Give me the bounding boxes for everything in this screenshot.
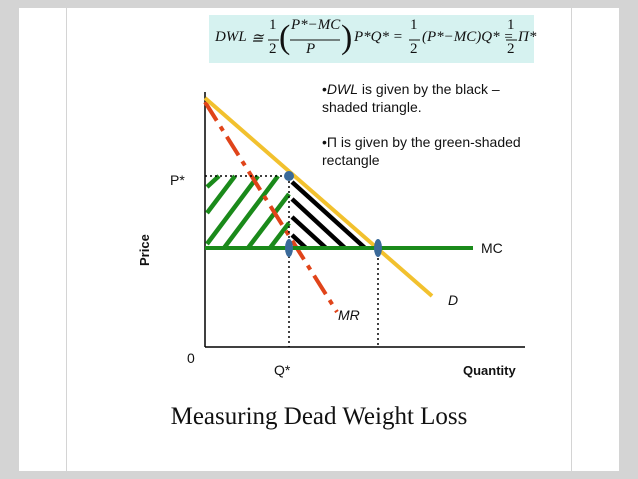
slide-border-right bbox=[619, 0, 638, 479]
dwl-note-italic: DWL bbox=[326, 81, 359, 97]
formula-frac-den: P bbox=[306, 41, 316, 57]
y-axis-label: Price bbox=[137, 234, 152, 266]
slide-border-left bbox=[0, 0, 19, 479]
dwl-note-bullet: • bbox=[322, 81, 327, 97]
formula-half3-num: 1 bbox=[507, 17, 515, 33]
origin-label: 0 bbox=[187, 350, 195, 366]
slide-border-bottom bbox=[0, 471, 638, 479]
profit-note-text: Π is given by the green-shaded rectangle bbox=[322, 134, 521, 168]
mc-q-star-marker bbox=[285, 239, 293, 257]
slide-guide-left bbox=[66, 0, 67, 479]
mr-curve bbox=[203, 100, 339, 314]
dwl-formula: DWL ≅ 1 2 ( P*−MC P ) P*Q* = 1 2 (P*−MC)… bbox=[209, 15, 537, 63]
slide-title: Measuring Dead Weight Loss bbox=[170, 403, 468, 430]
mr-label: MR bbox=[338, 307, 360, 323]
formula-frac-num: P*−MC bbox=[291, 17, 341, 33]
p-star-label: P* bbox=[170, 172, 185, 188]
formula-half2-num: 1 bbox=[410, 17, 418, 33]
dwl-hatching bbox=[290, 180, 367, 250]
formula-half-num: 1 bbox=[269, 17, 277, 33]
dwl-note-text: is given by the black –shaded triangle. bbox=[322, 81, 500, 115]
formula-half2-den: 2 bbox=[410, 41, 418, 57]
demand-curve bbox=[203, 96, 434, 298]
profit-hatching bbox=[205, 174, 291, 250]
monopoly-point-marker bbox=[284, 171, 294, 181]
q-star-label: Q* bbox=[274, 362, 291, 378]
dwl-note: •DWL is given by the black –shaded trian… bbox=[322, 80, 522, 116]
competitive-point-marker bbox=[374, 239, 382, 257]
slide-guide-right bbox=[571, 0, 572, 479]
profit-note: •Π is given by the green-shaded rectangl… bbox=[322, 133, 522, 169]
formula-approx: ≅ bbox=[251, 31, 264, 47]
formula-half-den: 2 bbox=[269, 41, 277, 57]
formula-half3-den: 2 bbox=[507, 41, 515, 57]
formula-paren-left: ( bbox=[279, 19, 291, 56]
formula-lhs: DWL bbox=[215, 29, 247, 45]
x-axis-label: Quantity bbox=[463, 363, 516, 378]
formula-paren-right: ) bbox=[341, 19, 353, 56]
formula-pi: Π* bbox=[518, 29, 537, 45]
formula-pq: P*Q* = bbox=[354, 29, 403, 45]
formula-mid: (P*−MC)Q* = bbox=[422, 29, 514, 45]
mc-label: MC bbox=[481, 240, 503, 256]
demand-label: D bbox=[448, 292, 458, 308]
profit-note-bullet: • bbox=[322, 134, 327, 150]
slide-border-top bbox=[0, 0, 638, 8]
